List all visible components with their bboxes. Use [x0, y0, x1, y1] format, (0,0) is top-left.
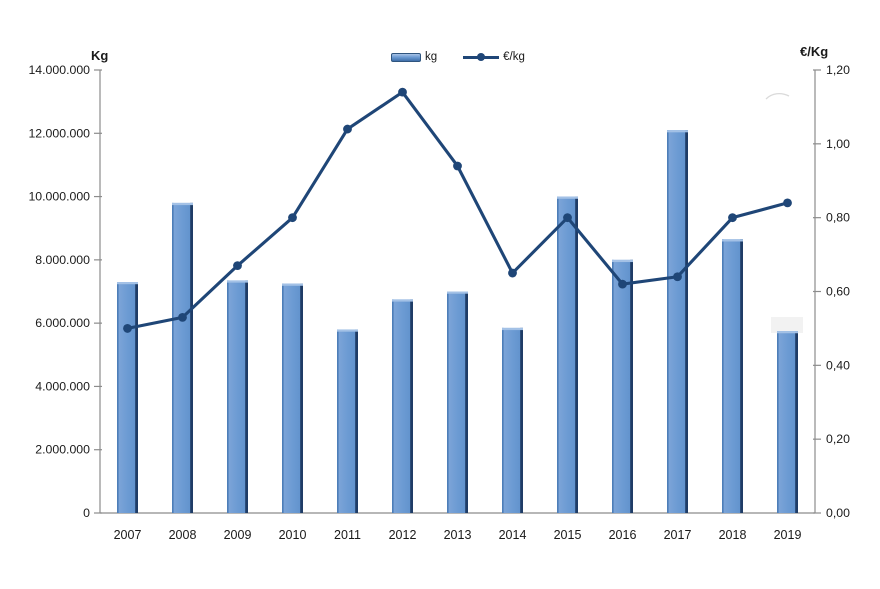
x-axis-label-2014: 2014 [499, 528, 527, 542]
left-axis-tick-label: 14.000.000 [28, 63, 90, 77]
line-marker-2015[interactable] [563, 213, 572, 223]
right-axis-title: €/Kg [800, 44, 829, 59]
right-axis-tick-label: 0,60 [826, 285, 850, 299]
left-axis-tick-label: 0 [83, 506, 90, 520]
right-axis-tick-label: 0,20 [826, 432, 850, 446]
bar-2008[interactable] [172, 202, 193, 513]
left-axis-tick-label: 2.000.000 [35, 443, 90, 457]
x-axis-label-2016: 2016 [609, 528, 637, 542]
bar-2011[interactable] [337, 329, 358, 513]
ghost-artifact [771, 317, 803, 333]
x-axis-label-2013: 2013 [444, 528, 472, 542]
bar-2014[interactable] [502, 327, 523, 513]
right-axis-tick-label: 0,00 [826, 506, 850, 520]
x-axis-label-2015: 2015 [554, 528, 582, 542]
left-axis-title: Kg [91, 48, 109, 63]
line-marker-2014[interactable] [508, 268, 517, 278]
line-marker-2012[interactable] [398, 87, 407, 97]
line-marker-2009[interactable] [233, 261, 242, 271]
bar-2010[interactable] [282, 283, 303, 513]
x-axis-label-2017: 2017 [664, 528, 692, 542]
line-series-swatch-icon [463, 52, 500, 62]
legend-label-kg: kg [425, 51, 438, 63]
right-axis-tick-label: 0,80 [826, 211, 850, 225]
left-axis-tick-label: 10.000.000 [28, 190, 90, 204]
x-axis-label-2012: 2012 [389, 528, 417, 542]
bar-2012[interactable] [392, 299, 413, 513]
legend-label-eur-per-kg: €/kg [503, 51, 525, 63]
line-marker-2017[interactable] [673, 272, 682, 282]
bar-2007[interactable] [117, 282, 138, 513]
left-axis-tick-label: 6.000.000 [35, 316, 90, 330]
legend: kg €/kg [391, 51, 525, 63]
bar-series-swatch-icon [391, 52, 421, 62]
left-axis-tick-label: 4.000.000 [35, 379, 90, 393]
x-axis-label-2009: 2009 [224, 528, 252, 542]
right-axis-tick-label: 1,20 [826, 63, 850, 77]
x-axis-label-2019: 2019 [774, 528, 802, 542]
legend-entry-kg[interactable]: kg [391, 51, 437, 63]
line-marker-2008[interactable] [178, 312, 187, 322]
bar-2018[interactable] [722, 239, 743, 513]
x-axis-label-2011: 2011 [334, 528, 361, 542]
left-axis-tick-label: 12.000.000 [28, 126, 90, 140]
x-axis-label-2018: 2018 [719, 528, 747, 542]
line-marker-2010[interactable] [288, 213, 297, 223]
line-marker-2011[interactable] [343, 124, 352, 134]
bar-2013[interactable] [447, 291, 468, 514]
line-marker-2019[interactable] [783, 198, 792, 208]
right-axis-tick-label: 0,40 [826, 358, 850, 372]
bar-2015[interactable] [557, 196, 578, 514]
line-marker-2018[interactable] [728, 213, 737, 223]
bar-2016[interactable] [612, 259, 633, 513]
bar-2017[interactable] [667, 130, 688, 513]
line-marker-2013[interactable] [453, 161, 462, 171]
left-axis-tick-label: 8.000.000 [35, 253, 90, 267]
x-axis-label-2008: 2008 [169, 528, 197, 542]
legend-entry-eur-per-kg[interactable]: €/kg [463, 51, 525, 63]
x-axis-label-2007: 2007 [114, 528, 142, 542]
bar-2009[interactable] [227, 280, 248, 513]
bar-2019[interactable] [777, 331, 798, 513]
x-axis-label-2010: 2010 [279, 528, 307, 542]
right-axis-tick-label: 1,00 [826, 137, 850, 151]
smudge-artifact [765, 92, 790, 100]
line-marker-2007[interactable] [123, 324, 132, 333]
line-marker-2016[interactable] [618, 279, 627, 289]
